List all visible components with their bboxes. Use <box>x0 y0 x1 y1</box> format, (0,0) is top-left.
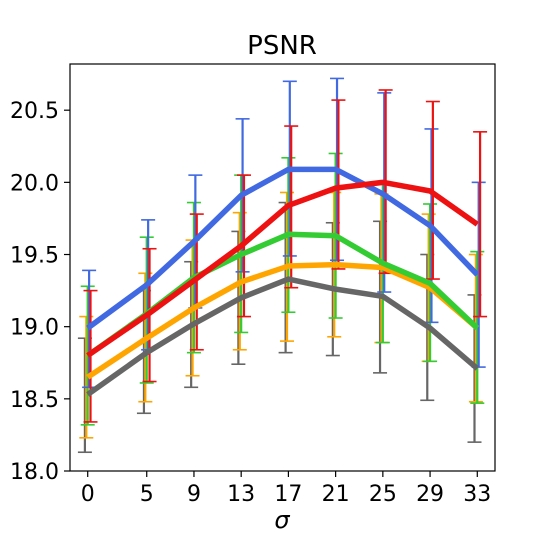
series-layer <box>77 77 488 454</box>
plot-area-frame <box>69 63 496 472</box>
x-tick-label: 0 <box>81 482 95 507</box>
series-line-3 <box>86 166 480 331</box>
y-tick-label: 20.5 <box>10 99 59 124</box>
x-tick-label: 17 <box>274 482 302 507</box>
y-tick-label: 19.5 <box>10 244 59 269</box>
x-tick-label: 33 <box>463 482 491 507</box>
series-line-4 <box>86 179 479 358</box>
x-tick-label: 5 <box>140 482 154 507</box>
y-tick-label: 19.0 <box>10 316 59 341</box>
x-tick-label: 25 <box>369 482 397 507</box>
series-line-1 <box>86 261 480 380</box>
y-axis: 18.0 18.5 19.0 19.5 20.0 20.5 <box>10 99 70 485</box>
y-tick-label: 20.0 <box>10 171 59 196</box>
x-tick-label: 21 <box>322 482 350 507</box>
chart-title: PSNR <box>247 31 317 61</box>
x-tick-label: 9 <box>187 482 201 507</box>
series-4 <box>83 89 488 423</box>
series-line-0 <box>86 276 480 397</box>
y-tick-label: 18.0 <box>10 460 59 485</box>
x-axis: 0 5 9 13 17 21 25 29 33 <box>81 471 491 507</box>
x-tick-label: 13 <box>227 482 255 507</box>
x-axis-label: σ <box>274 506 290 530</box>
y-tick-label: 18.5 <box>10 388 59 413</box>
x-tick-label: 29 <box>416 482 444 507</box>
